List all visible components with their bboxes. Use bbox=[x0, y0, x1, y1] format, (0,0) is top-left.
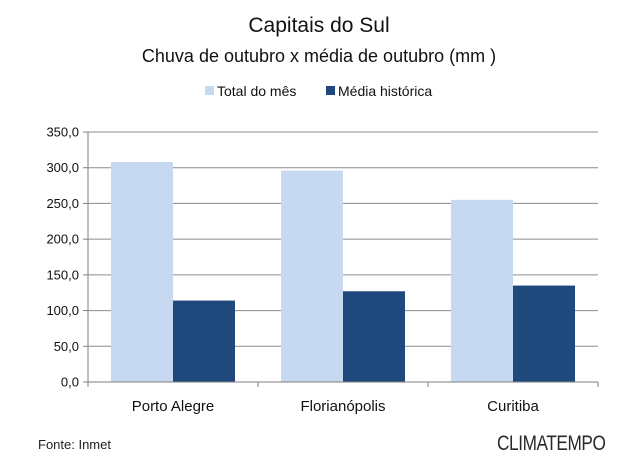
bar bbox=[343, 291, 405, 382]
x-tick-label: Porto Alegre bbox=[132, 398, 215, 415]
bar bbox=[111, 162, 173, 382]
y-tick-label: 350,0 bbox=[46, 125, 79, 140]
y-tick-label: 100,0 bbox=[46, 303, 79, 318]
y-tick-label: 200,0 bbox=[46, 232, 79, 247]
bar bbox=[513, 285, 575, 382]
chart-subtitle: Chuva de outubro x média de outubro (mm … bbox=[142, 46, 496, 66]
bar bbox=[173, 300, 235, 382]
source-note: Fonte: Inmet bbox=[38, 437, 111, 452]
y-tick-label: 0,0 bbox=[61, 375, 79, 390]
y-tick-label: 150,0 bbox=[46, 267, 79, 282]
brand-logo: CLIMATEMPO bbox=[497, 432, 606, 455]
y-tick-label: 50,0 bbox=[54, 339, 79, 354]
legend-label: Média histórica bbox=[338, 83, 432, 99]
legend-swatch bbox=[205, 86, 214, 95]
chart-title: Capitais do Sul bbox=[248, 14, 389, 37]
y-tick-label: 250,0 bbox=[46, 196, 79, 211]
legend-label: Total do mês bbox=[217, 83, 296, 99]
bar bbox=[451, 199, 513, 382]
y-tick-label: 300,0 bbox=[46, 160, 79, 175]
x-tick-label: Curitiba bbox=[487, 398, 539, 415]
bar bbox=[281, 170, 343, 382]
x-tick-label: Florianópolis bbox=[300, 398, 385, 415]
legend-swatch bbox=[326, 86, 335, 95]
